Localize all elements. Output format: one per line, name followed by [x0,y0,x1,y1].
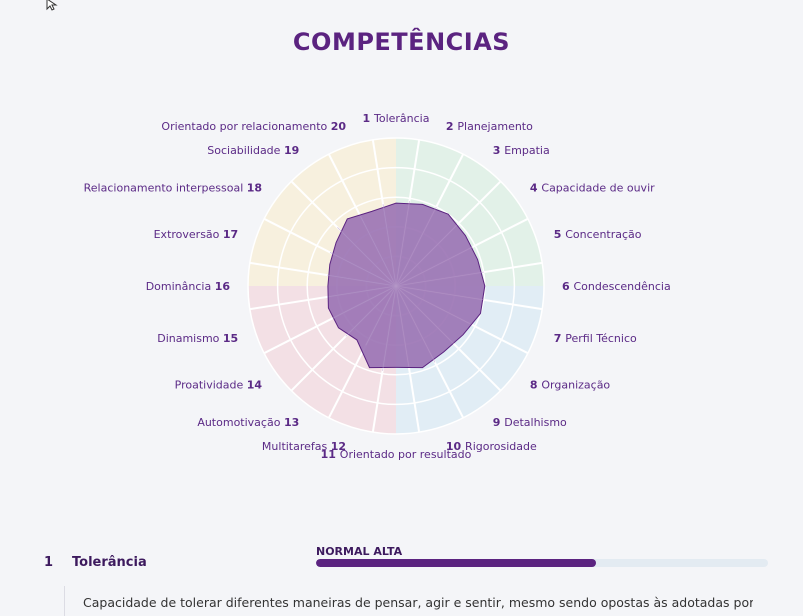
radar-inner-spoke [382,285,397,371]
radar-label-6: 6 Condescendência [562,280,671,293]
radar-inner-spoke [395,201,410,287]
level-label: NORMAL ALTA [316,545,403,558]
radar-label-text: Organização [541,379,610,392]
radar-label-text: Condescendência [573,280,670,293]
radar-label-12: Multitarefas 12 [262,440,346,453]
level-bar [316,559,768,567]
radar-inner-spoke [337,227,397,287]
radar-label-text: Proatividade [175,379,247,392]
radar-label-text: Relacionamento interpessoal [84,181,247,194]
detail-divider [64,586,65,616]
radar-label-number: 4 [530,181,541,194]
radar-label-text: Orientado por resultado [340,448,472,461]
radar-ring [247,137,545,435]
radar-label-number: 9 [493,416,504,429]
radar-label-number: 18 [247,181,262,194]
radar-inner-spoke [345,285,397,337]
radar-label-text: Multitarefas [262,440,331,453]
radar-label-number: 7 [554,332,565,345]
radar-inner-spoke [365,285,397,346]
radar-shape [327,202,486,369]
radar-label-text: Detalhismo [504,416,567,429]
radar-label-14: Proatividade 14 [175,379,263,392]
radar-inner-spoke [332,285,397,319]
radar-label-17: Extroversão 17 [154,228,239,241]
radar-label-7: 7 Perfil Técnico [554,332,637,345]
radar-label-text: Planejamento [457,120,533,133]
radar-inner-spoke [382,204,397,287]
radar-inner-spoke [395,285,436,363]
radar-label-15: Dinamismo 15 [157,332,238,345]
radar-label-13: Automotivação 13 [197,416,299,429]
radar-inner-spoke [395,285,410,367]
radar-inner-spoke [329,252,397,287]
radar-label-number: 19 [284,144,299,157]
level-bar-fill [316,559,597,567]
radar-inner-spoke [360,215,397,287]
radar-label-20: Orientado por relacionamento 20 [161,120,346,133]
radar-label-text: Extroversão [154,228,223,241]
radar-label-number: 5 [554,228,565,241]
radar-label-18: Relacionamento interpessoal 18 [84,181,262,194]
radar-label-text: Capacidade de ouvir [541,181,655,194]
radar-label-number: 13 [284,416,299,429]
radar-label-16: Dominância 16 [146,280,231,293]
radar-label-number: 12 [331,440,346,453]
radar-label-text: Dinamismo [157,332,223,345]
radar-inner-spoke [395,285,471,324]
radar-inner-spoke [395,225,457,287]
radar-chart: 1 Tolerância 2 Planejamento 3 Empatia 4 Cap… [84,112,671,461]
radar-inner-spoke [395,285,454,344]
radar-label-text: Rigorosidade [465,440,537,453]
radar-inner-spoke [395,246,473,287]
radar-label-2: 2 Planejamento [446,120,533,133]
radar-label-5: 5 Concentração [554,228,642,241]
radar-label-text: Sociabilidade [207,144,284,157]
radar-label-9: 9 Detalhismo [493,416,567,429]
radar-shape-group [327,201,486,371]
radar-label-text: Automotivação [197,416,284,429]
radar-label-number: 8 [530,379,541,392]
radar-inner-spoke [395,206,437,287]
radar-label-number: 14 [247,379,263,392]
radar-label-text: Concentração [565,228,642,241]
radar-label-text: Tolerância [373,112,429,125]
radar-label-text: Dominância [146,280,215,293]
radar-labels: 1 Tolerância 2 Planejamento 3 Empatia 4 Cap… [84,112,671,461]
radar-label-number: 16 [215,280,231,293]
detail-description: Capacidade de tolerar diferentes maneira… [83,595,753,610]
radar-inner-spoke [395,271,484,287]
radar-label-number: 3 [493,144,504,157]
radar-label-1: 1 Tolerância [363,112,430,125]
radar-ring [276,166,516,406]
radar-label-number: 15 [223,332,238,345]
radar-label-19: Sociabilidade 19 [207,144,299,157]
radar-label-number: 2 [446,120,457,133]
radar-inner-spoke [395,285,484,301]
radar-inner-spoke [327,274,397,287]
radar-label-number: 11 [321,448,340,461]
radar-label-number: 10 [446,440,465,453]
detail-title: Tolerância [72,555,147,570]
radar-label-3: 3 Empatia [493,144,550,157]
radar-label-text: Perfil Técnico [565,332,637,345]
radar-label-11: 11 Orientado por resultado [321,448,472,461]
radar-label-text: Empatia [504,144,550,157]
radar-label-number: 1 [363,112,374,125]
radar-label-10: 10 Rigorosidade [446,440,537,453]
radar-label-number: 17 [223,228,238,241]
detail-number: 1 [44,555,54,570]
radar-label-4: 4 Capacidade de ouvir [530,181,655,194]
mouse-cursor-icon [46,0,58,11]
radar-label-8: 8 Organização [530,379,611,392]
radar-label-number: 20 [331,120,347,133]
radar-inner-spoke [328,285,397,298]
page-title: COMPETÊNCIAS [292,28,511,56]
radar-label-text: Orientado por relacionamento [161,120,330,133]
radar-label-number: 6 [562,280,573,293]
